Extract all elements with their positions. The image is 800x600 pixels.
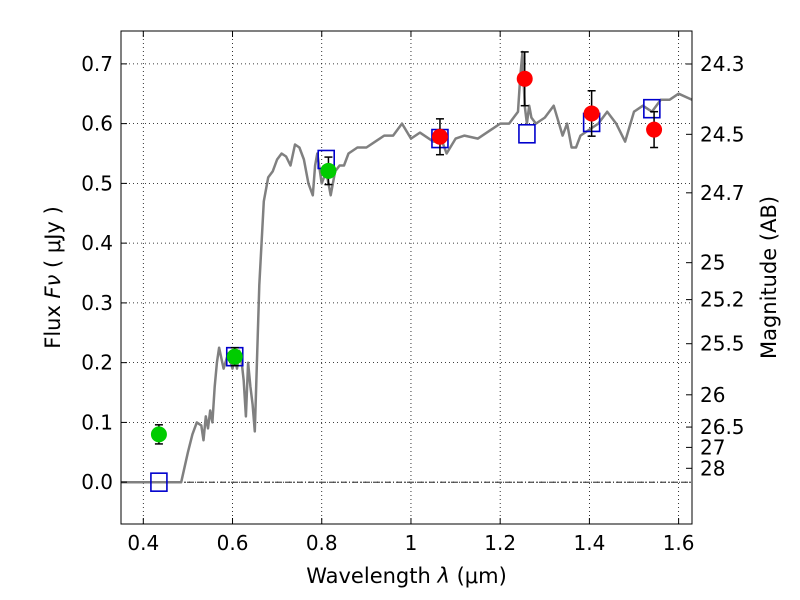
observed-point-red	[583, 105, 600, 122]
mag-tick-label: 27	[700, 435, 725, 459]
x-axis-label: Wavelength λ (μm)	[306, 564, 507, 588]
observed-point-green	[320, 162, 337, 179]
x-tick-label: 1.6	[663, 531, 695, 555]
x-tick-label: 1.4	[573, 531, 605, 555]
y-axis-label: Flux Fν ( μJy )	[41, 206, 65, 349]
x-tick-label: 0.8	[306, 531, 338, 555]
x-tick-label: 1.2	[484, 531, 516, 555]
y-tick-label: 0.6	[81, 112, 113, 136]
y-tick-label: 0.4	[81, 231, 113, 255]
observed-point-green	[150, 426, 167, 443]
sed-model-line	[121, 50, 692, 484]
y-tick-label: 0.1	[81, 410, 113, 434]
mag-tick-label: 25.5	[700, 332, 745, 356]
y-tick-label: 0.2	[81, 351, 113, 375]
mag-tick-label: 24.7	[700, 181, 745, 205]
model-photometry-square	[518, 123, 536, 144]
mag-tick-label: 25.2	[700, 288, 745, 312]
y-axis-label-unit: ( μJy )	[41, 206, 65, 268]
x-tick-label: 1	[405, 531, 418, 555]
mag-tick-label: 26.5	[700, 415, 745, 439]
observed-point-red	[516, 70, 533, 87]
plot-group	[121, 50, 692, 492]
x-axis-label-symbol: λ	[436, 564, 456, 588]
mag-tick-label: 24.5	[700, 122, 745, 146]
plot-frame	[120, 30, 693, 525]
model-photometry-square	[150, 472, 168, 492]
x-tick-label: 0.4	[127, 531, 159, 555]
grid-group	[121, 31, 692, 524]
y-tick-label: 0.7	[81, 52, 113, 76]
y-tick-label: 0.3	[81, 291, 113, 315]
observed-point-red	[431, 128, 448, 145]
x-tick-label: 0.6	[217, 531, 249, 555]
y-tick-label: 0.0	[81, 470, 113, 494]
x-axis-label-text: Wavelength	[306, 564, 437, 588]
mag-tick-label: 28	[700, 456, 725, 480]
magnitude-axis-label: Magnitude (AB)	[757, 196, 781, 359]
observed-point-green	[226, 348, 243, 365]
y-axis-label-text: Flux	[41, 298, 65, 348]
model-photometry-square	[643, 98, 661, 119]
mag-tick-label: 25	[700, 251, 725, 275]
x-axis-label-unit: (μm)	[457, 564, 507, 588]
mag-tick-label: 26	[700, 383, 725, 407]
y-axis-label-symbol: Fν	[41, 268, 65, 299]
observed-point-red	[646, 121, 663, 138]
mag-tick-label: 24.3	[700, 52, 745, 76]
y-tick-label: 0.5	[81, 171, 113, 195]
